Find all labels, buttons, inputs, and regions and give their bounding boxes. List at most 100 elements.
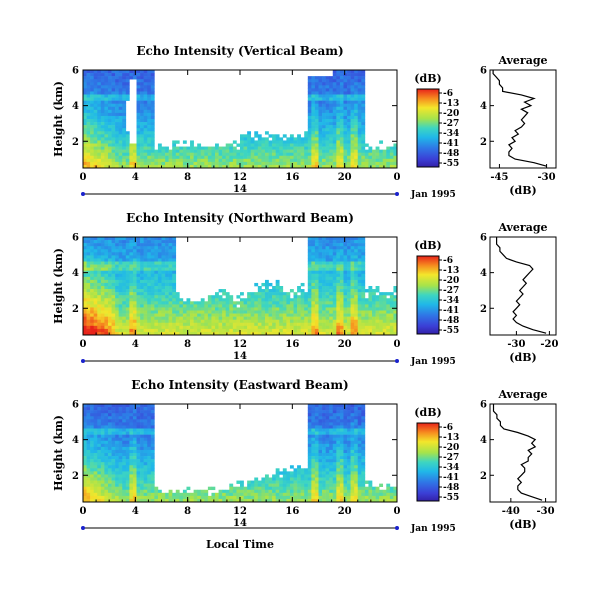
heatmap-cell [336, 431, 341, 435]
heatmap-cell [132, 443, 137, 448]
heatmap-cell [125, 155, 130, 160]
heatmap-cell [165, 319, 169, 324]
heatmap-cell [115, 82, 119, 86]
heatmap-cell [350, 282, 355, 287]
heatmap-cell [304, 322, 309, 327]
heatmap-cell [322, 276, 326, 281]
heatmap-cell [104, 131, 109, 135]
heatmap-cell [150, 115, 155, 120]
heatmap-cell [186, 155, 191, 160]
heatmap-cell [297, 298, 301, 302]
heatmap-cell [93, 100, 98, 104]
heatmap-cell [232, 495, 237, 500]
heatmap-cell [347, 404, 351, 408]
heatmap-cell [165, 237, 169, 241]
heatmap-cell [357, 152, 362, 157]
heatmap-cell [161, 298, 166, 302]
heatmap-cell [186, 149, 191, 153]
heatmap-cell [339, 486, 344, 491]
heatmap-cell [204, 316, 209, 320]
heatmap-cell [311, 279, 316, 284]
heatmap-cell [168, 158, 173, 163]
heatmap-cell [100, 316, 105, 320]
heatmap-cell [93, 459, 98, 463]
heatmap-cell [357, 322, 362, 327]
heatmap-cell [90, 486, 95, 491]
heatmap-cell [83, 70, 87, 74]
heatmap-cell [147, 471, 152, 475]
heatmap-cell [240, 316, 244, 320]
heatmap-cell [379, 149, 384, 153]
heatmap-cell [154, 328, 159, 333]
heatmap-cell [304, 489, 309, 494]
heatmap-cell [197, 301, 202, 305]
heatmap-cell [129, 276, 134, 281]
heatmap-cell [347, 416, 351, 420]
heatmap-cell [100, 446, 105, 451]
heatmap-cell [311, 249, 316, 253]
heatmap-cell [115, 143, 119, 147]
heatmap-cell [107, 434, 112, 438]
heatmap-cell [347, 158, 351, 163]
heatmap-cell [343, 273, 348, 278]
heatmap-cell [332, 322, 337, 327]
heatmap-cell [379, 319, 384, 324]
heatmap-cell [325, 459, 330, 463]
heatmap-cell [368, 307, 373, 311]
heatmap-cell [339, 459, 344, 463]
heatmap-cell [93, 325, 98, 330]
heatmap-cell [172, 158, 177, 163]
heatmap-cell [225, 310, 230, 314]
heatmap-cell [97, 106, 102, 111]
heatmap-cell [136, 422, 141, 426]
heatmap-cell [161, 313, 166, 317]
heatmap-cell [157, 276, 162, 281]
heatmap-cell [143, 85, 148, 89]
heatmap-cell [347, 252, 351, 256]
heatmap-cell [168, 255, 173, 259]
heatmap-cell [107, 480, 112, 484]
heatmap-cell [83, 428, 87, 432]
heatmap-cell [247, 137, 252, 141]
heatmap-cell [354, 282, 359, 287]
heatmap-cell [279, 498, 284, 503]
heatmap-cell [93, 137, 98, 141]
heatmap-cell [268, 328, 273, 333]
heatmap-cell [115, 146, 119, 150]
heatmap-cell [86, 307, 91, 311]
heatmap-cell [357, 137, 362, 141]
heatmap-cell [322, 161, 326, 166]
heatmap-cell [350, 331, 355, 336]
heatmap-cell [347, 419, 351, 423]
heatmap-cell [86, 498, 91, 503]
heatmap-cell [275, 310, 280, 314]
heatmap-cell [272, 140, 276, 144]
heatmap-cell [332, 125, 337, 129]
heatmap-cell [318, 486, 323, 491]
heatmap-cell [93, 155, 98, 160]
heatmap-cell [147, 449, 152, 454]
heatmap-cell [168, 489, 173, 494]
heatmap-cell [168, 286, 173, 290]
heatmap-cell [347, 307, 351, 311]
heatmap-cell [329, 264, 334, 268]
heatmap-cell [350, 161, 355, 166]
heatmap-cell [107, 295, 112, 299]
heatmap-cell [140, 486, 144, 491]
heatmap-cell [332, 122, 337, 126]
heatmap-cell [329, 161, 334, 166]
heatmap-cell [115, 331, 119, 336]
heatmap-cell [307, 492, 312, 497]
heatmap-cell [104, 73, 109, 77]
heatmap-cell [332, 310, 337, 314]
heatmap-cell [332, 325, 337, 330]
heatmap-cell [357, 128, 362, 132]
heatmap-cell [339, 122, 344, 126]
heatmap-cell [161, 240, 166, 244]
heatmap-cell [86, 331, 91, 336]
heatmap-cell [314, 282, 319, 287]
heatmap-cell [264, 489, 269, 494]
heatmap-cell [354, 128, 359, 132]
heatmap-cell [118, 82, 123, 86]
colorbar [416, 88, 440, 168]
